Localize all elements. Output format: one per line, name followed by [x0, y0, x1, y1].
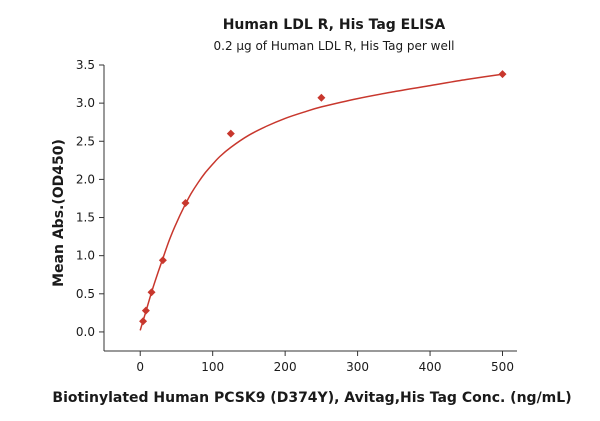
- data-point: [181, 199, 190, 208]
- x-tick-label: 500: [491, 360, 514, 374]
- data-point: [158, 256, 167, 265]
- y-tick-label: 1.5: [76, 211, 95, 225]
- data-point: [141, 306, 150, 315]
- data-points: [139, 70, 507, 326]
- chart-title: Human LDL R, His Tag ELISA: [223, 17, 446, 33]
- y-tick-label: 0.0: [76, 325, 95, 339]
- fit-curve: [139, 73, 503, 331]
- chart-subtitle: 0.2 μg of Human LDL R, His Tag per well: [214, 39, 455, 53]
- data-point: [226, 129, 235, 138]
- x-tick-label: 100: [201, 360, 224, 374]
- x-ticks: 0 100 200 300 400 500: [136, 351, 514, 374]
- y-tick-label: 2.5: [76, 134, 95, 148]
- y-tick-label: 1.0: [76, 249, 95, 263]
- data-point: [139, 317, 148, 326]
- y-tick-label: 3.0: [76, 96, 95, 110]
- y-ticks: 0.0 0.5 1.0 1.5 2.0 2.5 3.0 3.5: [76, 58, 104, 339]
- x-tick-label: 300: [346, 360, 369, 374]
- data-point: [498, 70, 507, 79]
- y-tick-label: 2.0: [76, 172, 95, 186]
- x-tick-label: 0: [136, 360, 144, 374]
- data-point: [317, 93, 326, 102]
- x-axis-label: Biotinylated Human PCSK9 (D374Y), Avitag…: [52, 390, 571, 406]
- y-tick-label: 0.5: [76, 287, 95, 301]
- x-tick-label: 200: [274, 360, 297, 374]
- data-point: [147, 288, 156, 297]
- x-tick-label: 400: [419, 360, 442, 374]
- y-axis-label: Mean Abs.(OD450): [51, 139, 67, 287]
- y-tick-label: 3.5: [76, 58, 95, 72]
